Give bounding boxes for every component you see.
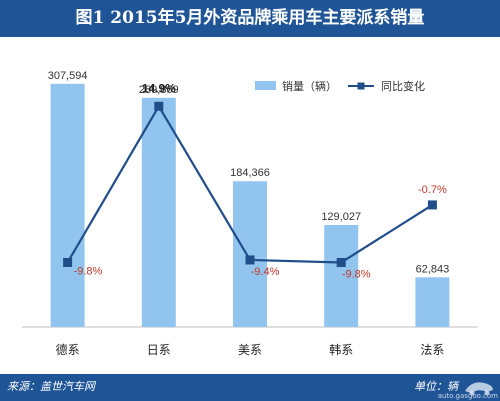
bar [233, 181, 267, 327]
line-marker [245, 255, 255, 265]
footer-source: 来源：盖世汽车网 [7, 381, 95, 393]
line-value-label: 14.9% [142, 81, 176, 95]
line-value-label: -0.7% [418, 184, 447, 196]
legend-bar-label: 销量（辆） [282, 79, 337, 93]
line-marker [336, 257, 346, 267]
x-tick-label: 德系 [56, 342, 80, 357]
footer-unit: 单位：辆 [414, 381, 458, 393]
bar-value-label: 307,594 [48, 70, 88, 82]
bar-value-label: 289,869 [139, 84, 179, 96]
bar [324, 224, 359, 327]
line-marker [427, 200, 437, 210]
bar-value-label: 62,843 [416, 263, 450, 275]
legend-bar-swatch [255, 81, 276, 90]
x-tick-label: 韩系 [329, 342, 353, 357]
x-tick-label: 美系 [238, 343, 262, 357]
x-tick-label: 日系 [147, 343, 171, 357]
legend: 销量（辆） 同比变化 [255, 79, 425, 93]
bar-series [50, 83, 450, 327]
footer-bar: 来源：盖世汽车网 单位：辆 auto.gasgoo.com [0, 374, 500, 401]
line-marker [154, 101, 164, 111]
line-value-labels: -9.8% 14.9% -9.4% -9.8% -0.7% [74, 81, 447, 280]
bar-value-label: 129,027 [321, 211, 361, 223]
bar [415, 277, 450, 327]
line-marker [63, 257, 73, 267]
legend-line-label: 同比变化 [381, 79, 425, 93]
line-value-label: -9.4% [251, 266, 280, 278]
footer-site: auto.gasgoo.com [437, 392, 498, 400]
gasgoo-logo-icon [465, 382, 493, 396]
chart-area: 307,594 289,869 184,366 129,027 62,843 -9.8%… [0, 37, 500, 374]
sales-chart: 307,594 289,869 184,366 129,027 62,843 -9.8%… [22, 70, 478, 357]
bar-value-label: 184,366 [230, 167, 270, 179]
line-series [63, 101, 437, 267]
legend-line-marker [357, 82, 365, 90]
line-value-label: -9.8% [74, 265, 103, 277]
chart-title: 图1 2015年5月外资品牌乘用车主要派系销量 [0, 0, 500, 37]
x-tick-labels: 德系 日系 美系 韩系 法系 [56, 342, 445, 357]
bar-value-labels: 307,594 289,869 184,366 129,027 62,843 [48, 70, 450, 276]
bar [50, 83, 85, 327]
x-tick-label: 法系 [420, 343, 444, 357]
bar [141, 97, 176, 327]
line-value-label: -9.8% [342, 268, 371, 280]
